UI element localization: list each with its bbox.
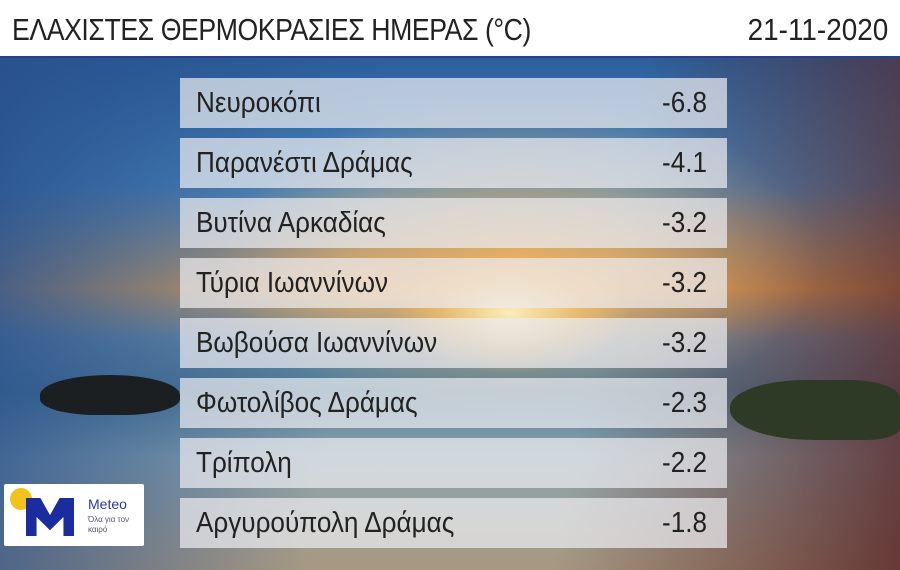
table-row: Παρανέστι Δράμας -4.1 <box>180 138 727 188</box>
station-name: Βωβούσα Ιωαννίνων <box>196 326 438 359</box>
station-name: Βυτίνα Αρκαδίας <box>196 206 386 239</box>
m-logo-icon <box>26 498 74 536</box>
temperature-value: -2.2 <box>662 446 707 479</box>
temperature-value: -3.2 <box>662 206 707 239</box>
table-row: Αργυρούπολη Δράμας -1.8 <box>180 498 727 548</box>
table-row: Τύρια Ιωαννίνων -3.2 <box>180 258 727 308</box>
temperature-value: -3.2 <box>662 266 707 299</box>
station-name: Νευροκόπι <box>196 86 321 119</box>
temperature-value: -2.3 <box>662 386 707 419</box>
rock-decoration <box>730 380 900 440</box>
table-row: Νευροκόπι -6.8 <box>180 78 727 128</box>
station-name: Παρανέστι Δράμας <box>196 146 413 179</box>
station-name: Φωτολίβος Δράμας <box>196 386 418 419</box>
station-name: Τύρια Ιωαννίνων <box>196 266 389 299</box>
logo-name: Meteo <box>88 496 127 512</box>
temperature-value: -1.8 <box>662 506 707 539</box>
table-row: Βυτίνα Αρκαδίας -3.2 <box>180 198 727 248</box>
header: ΕΛΑΧΙΣΤΕΣ ΘΕΡΜΟΚΡΑΣΙΕΣ ΗΜΕΡΑΣ (°C) 21-11… <box>0 0 900 58</box>
date-label: 21-11-2020 <box>747 12 888 47</box>
page-title: ΕΛΑΧΙΣΤΕΣ ΘΕΡΜΟΚΡΑΣΙΕΣ ΗΜΕΡΑΣ (°C) <box>12 12 531 47</box>
temperature-value: -3.2 <box>662 326 707 359</box>
temperature-value: -4.1 <box>662 146 707 179</box>
meteo-logo: Meteo Όλα για τον καιρό <box>4 484 144 546</box>
rock-decoration <box>40 375 180 415</box>
station-name: Τρίπολη <box>196 446 292 479</box>
temperature-value: -6.8 <box>662 86 707 119</box>
station-name: Αργυρούπολη Δράμας <box>196 506 455 539</box>
logo-slogan: Όλα για τον καιρό <box>88 515 130 534</box>
table-row: Βωβούσα Ιωαννίνων -3.2 <box>180 318 727 368</box>
table-row: Φωτολίβος Δράμας -2.3 <box>180 378 727 428</box>
table-row: Τρίπολη -2.2 <box>180 438 727 488</box>
